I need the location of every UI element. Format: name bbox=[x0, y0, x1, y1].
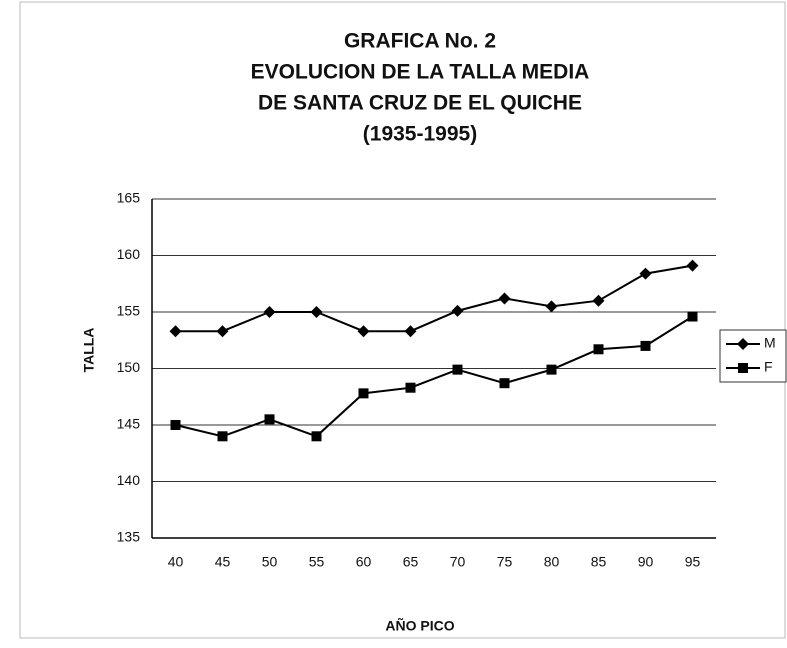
point bbox=[311, 431, 322, 442]
point bbox=[358, 388, 369, 399]
x-tick-label: 70 bbox=[450, 554, 466, 570]
point bbox=[686, 259, 699, 272]
point bbox=[452, 364, 463, 375]
point bbox=[216, 325, 229, 338]
point bbox=[640, 340, 651, 351]
point bbox=[687, 311, 698, 322]
legend-label: M bbox=[764, 335, 776, 351]
x-tick-label: 80 bbox=[544, 554, 560, 570]
chart-title: DE SANTA CRUZ DE EL QUICHE bbox=[258, 92, 582, 115]
series-line bbox=[175, 264, 693, 333]
point bbox=[546, 364, 557, 375]
point bbox=[310, 306, 323, 318]
point bbox=[169, 325, 182, 338]
point bbox=[592, 294, 605, 307]
chart-title: (1935-1995) bbox=[363, 123, 477, 146]
y-tick-label: 150 bbox=[117, 359, 141, 375]
y-tick-label: 165 bbox=[117, 190, 141, 206]
x-tick-label: 40 bbox=[168, 554, 184, 570]
point bbox=[593, 344, 604, 355]
point bbox=[264, 414, 275, 425]
legend-marker bbox=[737, 338, 749, 350]
point bbox=[404, 325, 417, 338]
point bbox=[499, 378, 510, 389]
chart-title: GRAFICA No. 2 bbox=[344, 30, 496, 53]
x-tick-label: 75 bbox=[497, 554, 513, 570]
y-tick-label: 145 bbox=[117, 416, 141, 432]
x-axis-title: AÑO PICO bbox=[385, 617, 454, 634]
point bbox=[170, 420, 181, 430]
y-axis-title: TALLA bbox=[81, 328, 97, 373]
point bbox=[639, 267, 652, 280]
x-tick-label: 50 bbox=[262, 554, 278, 570]
point bbox=[217, 431, 228, 442]
legend-label: F bbox=[764, 359, 773, 375]
point bbox=[498, 292, 511, 305]
x-tick-label: 45 bbox=[215, 554, 231, 570]
legend-marker bbox=[738, 363, 748, 373]
point bbox=[263, 306, 276, 318]
x-tick-label: 90 bbox=[638, 554, 654, 570]
chart-title: EVOLUCION DE LA TALLA MEDIA bbox=[251, 61, 590, 84]
x-tick-label: 65 bbox=[403, 554, 419, 570]
x-tick-label: 85 bbox=[591, 554, 607, 570]
y-tick-label: 135 bbox=[117, 529, 141, 545]
point bbox=[545, 300, 558, 313]
point bbox=[405, 382, 416, 393]
series-line bbox=[175, 315, 694, 438]
y-tick-label: 160 bbox=[117, 246, 141, 262]
chart-frame bbox=[19, 1, 786, 639]
x-tick-label: 95 bbox=[685, 554, 701, 570]
legend-box bbox=[719, 329, 787, 383]
y-tick-label: 155 bbox=[117, 303, 141, 319]
y-tick-label: 140 bbox=[117, 472, 141, 488]
point bbox=[451, 304, 464, 317]
x-tick-label: 55 bbox=[309, 554, 325, 570]
x-tick-label: 60 bbox=[356, 554, 372, 570]
point bbox=[357, 325, 370, 338]
